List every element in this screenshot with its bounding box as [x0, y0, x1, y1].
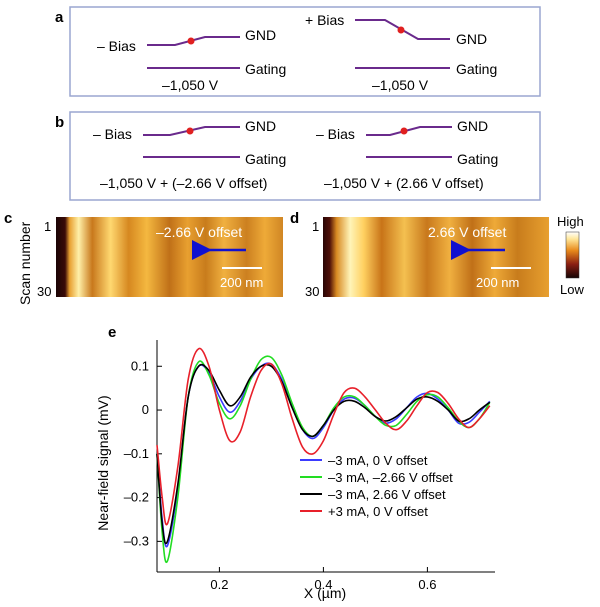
- gating-label: Gating: [456, 61, 497, 77]
- series-line: [156, 347, 491, 526]
- legend-label: –3 mA, 0 V offset: [328, 453, 428, 468]
- scan-top-tick: 1: [312, 219, 319, 234]
- channel-line: [366, 126, 452, 136]
- legend-label: +3 mA, 0 V offset: [328, 504, 428, 519]
- panel-label-e: e: [108, 324, 116, 341]
- series-line: [156, 363, 491, 545]
- bias-label: + Bias: [305, 12, 344, 28]
- scan-top-tick: 1: [44, 219, 51, 234]
- panel-b-left-circuit: – Bias GND Gating –1,050 V + (–2.66 V of…: [93, 118, 286, 191]
- near-field-line-chart: 0.2 0.4 0.6 0.1 0 –0.1 –0.2 –0.3 –3 mA, 0 V offs…: [124, 340, 495, 592]
- x-tick-label: 0.2: [210, 577, 228, 592]
- panel-a-left-circuit: – Bias GND Gating –1,050 V: [97, 27, 286, 93]
- gnd-label: GND: [245, 118, 276, 134]
- scan-number-axis-label: Scan number: [17, 221, 33, 305]
- voltage-label: –1,050 V + (2.66 V offset): [324, 175, 484, 191]
- probe-dot: [187, 37, 195, 45]
- scale-bar-label-d: 200 nm: [476, 275, 519, 290]
- probe-dot: [397, 26, 405, 34]
- y-tick-label: –0.2: [124, 490, 149, 505]
- panel-a-right-circuit: + Bias GND Gating –1,050 V: [305, 12, 497, 93]
- near-field-map-d: [323, 217, 549, 297]
- y-axis-label: Near-field signal (mV): [95, 395, 111, 530]
- y-tick-label: –0.3: [124, 533, 149, 548]
- colorbar: [565, 231, 580, 279]
- scan-bottom-tick: 30: [37, 284, 51, 299]
- bias-label: – Bias: [316, 126, 355, 142]
- scale-bar-label-c: 200 nm: [220, 275, 263, 290]
- offset-label-c: –2.66 V offset: [156, 224, 242, 240]
- panel-label-d: d: [290, 210, 299, 227]
- gating-label: Gating: [457, 151, 498, 167]
- bias-label: – Bias: [93, 126, 132, 142]
- x-tick-label: 0.4: [314, 577, 332, 592]
- panel-label-c: c: [4, 210, 12, 227]
- colorbar-high-label: High: [557, 214, 584, 229]
- panel-a-frame: [69, 6, 541, 97]
- panel-label-b: b: [55, 114, 64, 131]
- scan-bottom-tick: 30: [305, 284, 319, 299]
- gnd-label: GND: [245, 27, 276, 43]
- y-tick-label: –0.1: [124, 446, 149, 461]
- offset-label-d: 2.66 V offset: [428, 224, 506, 240]
- probe-dot: [400, 127, 408, 135]
- panel-b-frame: [69, 111, 541, 201]
- voltage-label: –1,050 V + (–2.66 V offset): [100, 175, 267, 191]
- series-line: [156, 355, 491, 564]
- voltage-label: –1,050 V: [372, 77, 429, 93]
- bias-label: – Bias: [97, 38, 136, 54]
- y-tick-label: 0.1: [131, 358, 149, 373]
- legend-label: –3 mA, 2.66 V offset: [328, 487, 446, 502]
- panel-label-a: a: [55, 9, 64, 26]
- near-field-map-c: [56, 217, 283, 297]
- gnd-label: GND: [457, 118, 488, 134]
- gating-label: Gating: [245, 151, 286, 167]
- gnd-label: GND: [456, 31, 487, 47]
- y-tick-label: 0: [142, 402, 149, 417]
- panel-b-right-circuit: – Bias GND Gating –1,050 V + (2.66 V off…: [316, 118, 498, 191]
- x-tick-label: 0.6: [418, 577, 436, 592]
- voltage-label: –1,050 V: [162, 77, 219, 93]
- gating-label: Gating: [245, 61, 286, 77]
- colorbar-low-label: Low: [560, 282, 584, 297]
- probe-dot: [186, 127, 194, 135]
- x-axis-label: X (µm): [304, 585, 346, 601]
- series-line: [156, 362, 491, 548]
- legend-label: –3 mA, –2.66 V offset: [328, 470, 453, 485]
